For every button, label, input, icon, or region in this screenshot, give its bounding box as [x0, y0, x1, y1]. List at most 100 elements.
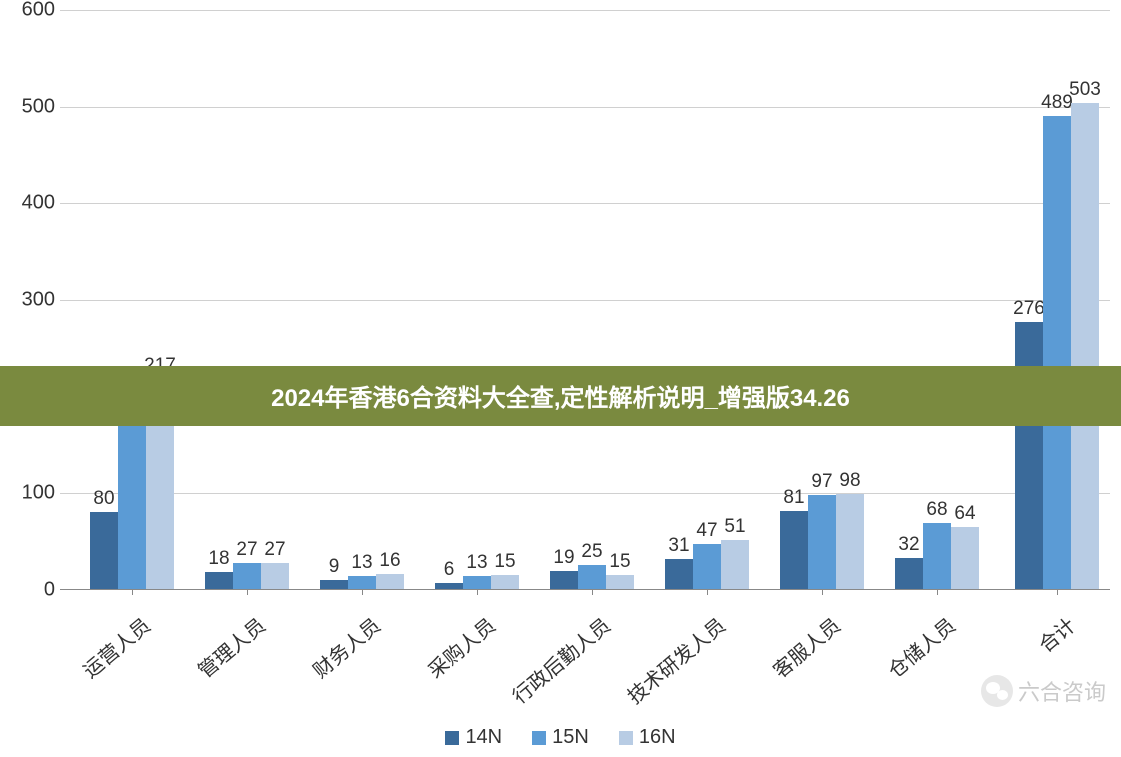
bar-value-label: 19 [553, 547, 574, 569]
gridline [60, 10, 1110, 11]
bar-value-label: 13 [351, 552, 372, 574]
legend-item: 15N [532, 726, 589, 749]
bar: 276 [1015, 322, 1043, 589]
bar-value-label: 47 [696, 520, 717, 542]
legend-swatch [532, 731, 546, 745]
y-tick-label: 300 [22, 289, 55, 312]
bar: 27 [261, 563, 289, 589]
legend-label: 16N [639, 726, 676, 749]
x-axis-labels: 运营人员管理人员财务人员采购人员行政后勤人员技术研发人员客服人员仓储人员合计 [60, 600, 1110, 700]
bar-value-label: 81 [783, 487, 804, 509]
bar-group: 91316 [320, 574, 404, 589]
x-category-label: 运营人员 [76, 610, 156, 684]
bar: 503 [1071, 103, 1099, 589]
bar: 18 [205, 572, 233, 589]
bar-value-label: 51 [724, 516, 745, 538]
x-tick-mark [822, 589, 823, 595]
x-category-label: 管理人员 [191, 610, 271, 684]
bar-value-label: 276 [1013, 298, 1045, 320]
bar-value-label: 25 [581, 541, 602, 563]
legend-swatch [619, 731, 633, 745]
bar: 9 [320, 580, 348, 589]
bar-value-label: 15 [494, 551, 515, 573]
bar-group: 276489503 [1015, 103, 1099, 589]
wechat-icon [981, 675, 1013, 707]
overlay-text: 2024年香港6合资料大全查,定性解析说明_增强版34.26 [271, 378, 850, 413]
bar: 489 [1043, 116, 1071, 589]
bar: 64 [951, 527, 979, 589]
bar-group: 326864 [895, 523, 979, 589]
bar: 81 [780, 511, 808, 589]
bar-value-label: 16 [379, 550, 400, 572]
legend-label: 14N [465, 726, 502, 749]
bar-group: 61315 [435, 575, 519, 590]
x-tick-mark [592, 589, 593, 595]
gridline [60, 493, 1110, 494]
bar: 80 [90, 512, 118, 589]
x-category-label: 采购人员 [421, 610, 501, 684]
bar-value-label: 64 [954, 503, 975, 525]
bar: 51 [721, 540, 749, 589]
x-tick-mark [132, 589, 133, 595]
bar-value-label: 32 [898, 534, 919, 556]
bar: 25 [578, 565, 606, 589]
x-category-label: 合计 [1031, 610, 1080, 658]
bar-value-label: 18 [208, 548, 229, 570]
x-category-label: 行政后勤人员 [505, 610, 616, 709]
bar-value-label: 27 [236, 539, 257, 561]
bar-value-label: 13 [466, 552, 487, 574]
bar: 27 [233, 563, 261, 589]
bar-value-label: 503 [1069, 79, 1101, 101]
legend-item: 16N [619, 726, 676, 749]
bar-group: 314751 [665, 540, 749, 589]
bar: 15 [491, 575, 519, 590]
watermark: 六合咨询 [981, 675, 1106, 707]
gridline [60, 300, 1110, 301]
y-axis: 0100200300400500600 [15, 10, 55, 590]
x-tick-mark [247, 589, 248, 595]
bar-value-label: 80 [93, 488, 114, 510]
gridline [60, 107, 1110, 108]
x-category-label: 财务人员 [306, 610, 386, 684]
x-category-label: 仓储人员 [881, 610, 961, 684]
bar-value-label: 27 [264, 539, 285, 561]
y-tick-label: 500 [22, 95, 55, 118]
bar: 6 [435, 583, 463, 589]
bar-group: 182727 [205, 563, 289, 589]
bar-value-label: 97 [811, 471, 832, 493]
bar: 19 [550, 571, 578, 589]
legend-item: 14N [445, 726, 502, 749]
x-tick-mark [362, 589, 363, 595]
overlay-banner: 2024年香港6合资料大全查,定性解析说明_增强版34.26 [0, 366, 1121, 426]
bar-value-label: 489 [1041, 92, 1073, 114]
bar: 47 [693, 544, 721, 589]
bar: 13 [463, 576, 491, 589]
x-tick-mark [477, 589, 478, 595]
bar-group: 192515 [550, 565, 634, 589]
bar-value-label: 6 [444, 559, 455, 581]
bar-group: 819798 [780, 494, 864, 589]
bar: 15 [606, 575, 634, 590]
legend-swatch [445, 731, 459, 745]
bar-value-label: 9 [329, 556, 340, 578]
x-tick-mark [937, 589, 938, 595]
bar-value-label: 68 [926, 499, 947, 521]
bar: 32 [895, 558, 923, 589]
y-tick-label: 100 [22, 482, 55, 505]
x-tick-mark [1057, 589, 1058, 595]
bar: 31 [665, 559, 693, 589]
bar: 98 [836, 494, 864, 589]
y-tick-label: 600 [22, 0, 55, 22]
bar-value-label: 31 [668, 535, 689, 557]
x-category-label: 技术研发人员 [620, 610, 731, 709]
bar-value-label: 15 [609, 551, 630, 573]
x-tick-mark [707, 589, 708, 595]
bar: 68 [923, 523, 951, 589]
bar-value-label: 98 [839, 470, 860, 492]
legend: 14N 15N 16N [0, 726, 1121, 749]
x-category-label: 客服人员 [766, 610, 846, 684]
gridline [60, 203, 1110, 204]
legend-label: 15N [552, 726, 589, 749]
plot-area: 8019921718272791316613151925153147518197… [60, 10, 1110, 590]
bar: 97 [808, 495, 836, 589]
